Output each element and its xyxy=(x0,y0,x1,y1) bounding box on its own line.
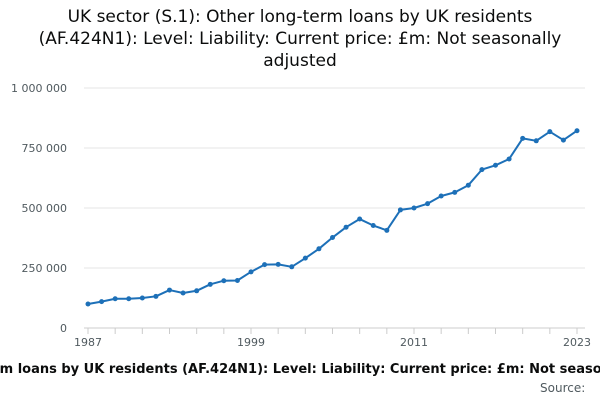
data-point[interactable] xyxy=(533,138,539,144)
data-point[interactable] xyxy=(194,288,200,294)
data-point[interactable] xyxy=(560,137,566,143)
data-point[interactable] xyxy=(425,201,431,207)
data-point[interactable] xyxy=(411,205,417,211)
data-point[interactable] xyxy=(316,246,322,252)
chart-title: UK sector (S.1): Other long-term loans b… xyxy=(38,7,562,71)
data-point[interactable] xyxy=(180,290,186,296)
data-point[interactable] xyxy=(547,129,553,135)
data-point[interactable] xyxy=(330,235,335,241)
data-point[interactable] xyxy=(126,296,132,302)
data-point[interactable] xyxy=(153,293,159,299)
data-point[interactable] xyxy=(207,281,213,287)
data-point[interactable] xyxy=(384,227,390,233)
x-axis-title-container: Other long-term loans by UK residents (A… xyxy=(0,362,600,382)
data-point[interactable] xyxy=(397,207,403,213)
data-point[interactable] xyxy=(370,223,376,229)
data-point[interactable] xyxy=(574,128,580,134)
data-point[interactable] xyxy=(221,278,227,284)
data-point[interactable] xyxy=(438,193,444,199)
x-axis: 1987 1999 2011 2023 xyxy=(74,327,591,349)
y-tick-label: 250 000 xyxy=(22,262,68,275)
data-point[interactable] xyxy=(139,295,145,301)
source-label: Source: xyxy=(540,381,586,395)
data-point[interactable] xyxy=(275,261,281,267)
data-point[interactable] xyxy=(493,162,498,168)
data-point[interactable] xyxy=(479,167,485,173)
data-point[interactable] xyxy=(167,287,172,293)
x-axis-title: Other long-term loans by UK residents (A… xyxy=(0,362,600,377)
data-point[interactable] xyxy=(262,262,268,268)
y-tick-label: 1 000 000 xyxy=(11,82,67,95)
y-tick-label: 500 000 xyxy=(22,202,68,215)
data-point[interactable] xyxy=(248,269,254,275)
data-point[interactable] xyxy=(234,277,240,283)
x-tick-label: 2023 xyxy=(563,336,591,349)
data-point[interactable] xyxy=(85,301,91,307)
data-point[interactable] xyxy=(357,216,363,222)
data-point[interactable] xyxy=(465,182,471,188)
series-line xyxy=(87,129,578,305)
data-point[interactable] xyxy=(99,299,105,305)
series xyxy=(85,128,580,307)
data-point[interactable] xyxy=(506,156,512,162)
data-point[interactable] xyxy=(520,135,526,141)
data-point[interactable] xyxy=(289,264,295,270)
y-tick-label: 750 000 xyxy=(22,142,68,155)
x-tick-label: 1987 xyxy=(74,336,102,349)
data-point[interactable] xyxy=(452,189,458,195)
gridlines xyxy=(84,87,585,329)
y-tick-label: 0 xyxy=(60,322,67,335)
x-tick-label: 1999 xyxy=(237,336,265,349)
data-point[interactable] xyxy=(343,224,349,230)
x-tick-label: 2011 xyxy=(400,336,428,349)
y-axis: 0 250 000 500 000 750 000 1 000 000 xyxy=(11,82,67,335)
data-point[interactable] xyxy=(302,255,308,261)
data-point[interactable] xyxy=(112,296,118,302)
